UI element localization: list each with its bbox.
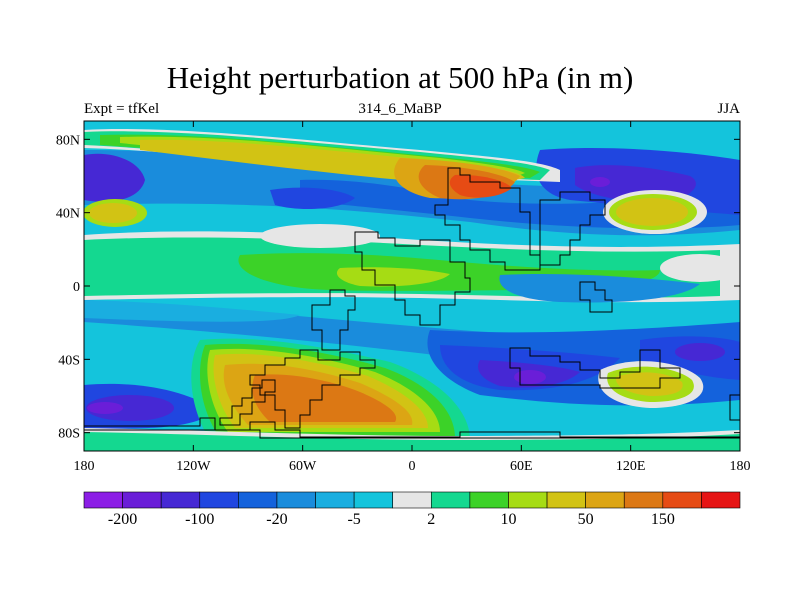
continent-outline xyxy=(434,167,541,271)
lon-tick-label: 120E xyxy=(616,459,646,474)
contour-region xyxy=(84,300,300,322)
colorbar-swatch xyxy=(315,491,355,509)
colorbar-label: 50 xyxy=(578,511,594,528)
lat-tick-label: 40N xyxy=(56,207,80,222)
colorbar-swatch xyxy=(508,491,548,509)
lon-tick-label: 60E xyxy=(510,459,533,474)
contour-region xyxy=(89,203,137,223)
contour-region xyxy=(260,224,380,248)
lat-tick-label: 40S xyxy=(58,353,80,368)
continent-outline xyxy=(509,347,681,389)
colorbar-swatch xyxy=(392,491,432,509)
colorbar-swatch xyxy=(199,491,239,509)
colorbar-label: -100 xyxy=(185,511,214,528)
colorbar-label: -5 xyxy=(347,511,360,528)
colorbar-swatch xyxy=(546,491,586,509)
colorbar-swatch xyxy=(122,491,162,509)
lon-tick-label: 0 xyxy=(409,459,416,474)
contour-region xyxy=(499,274,700,303)
lat-tick-label: 80N xyxy=(56,133,80,148)
contour-region xyxy=(270,187,355,210)
season-label: JJA xyxy=(717,101,740,117)
contour-region xyxy=(616,198,688,226)
lat-tick-label: 0 xyxy=(73,280,80,295)
colorbar-label: -20 xyxy=(266,511,287,528)
experiment-label: Expt = tfKel xyxy=(84,101,160,117)
latitude-axis: 80N 40N 0 40S 80S xyxy=(56,133,740,442)
contour-region xyxy=(87,402,123,414)
colorbar-swatch xyxy=(276,491,316,509)
lon-tick-label: 120W xyxy=(176,459,211,474)
longitude-axis: 180 120W 60W 0 60E 120E 180 xyxy=(74,121,751,474)
contour-region xyxy=(675,343,725,361)
colorbar-swatch xyxy=(83,491,123,509)
colorbar-swatch xyxy=(160,491,201,509)
continent-outline xyxy=(539,191,606,266)
contour-region xyxy=(590,177,610,187)
lat-tick-label: 80S xyxy=(58,427,80,442)
lon-tick-label: 60W xyxy=(289,459,317,474)
continent-outline xyxy=(84,417,740,438)
colorbar-swatch xyxy=(469,491,509,509)
contour-region xyxy=(336,267,450,287)
contour-region xyxy=(84,432,740,451)
colorbar-label: 150 xyxy=(651,511,675,528)
contour-region xyxy=(84,153,145,202)
page-title: Height perturbation at 500 hPa (in m) xyxy=(166,60,634,95)
contour-region xyxy=(449,174,512,198)
contour-region xyxy=(514,370,546,384)
continent-outline xyxy=(729,394,740,421)
colorbar-swatch xyxy=(662,491,702,509)
colorbar-swatch xyxy=(353,491,394,509)
lon-tick-label: 180 xyxy=(74,459,95,474)
contour-region xyxy=(86,395,174,421)
colorbar-swatch xyxy=(585,491,625,509)
continent-outline xyxy=(354,231,471,326)
colorbar: -200 -100 -20 -5 2 10 50 150 xyxy=(83,491,741,528)
colorbar-label: -200 xyxy=(108,511,137,528)
contour-region xyxy=(660,254,740,282)
case-label: 314_6_MaBP xyxy=(358,101,442,117)
continent-outline xyxy=(249,349,376,429)
contour-region xyxy=(252,374,397,422)
colorbar-swatch xyxy=(430,491,471,509)
contour-field xyxy=(84,121,740,451)
continent-outline xyxy=(219,379,276,426)
colorbar-swatch xyxy=(238,491,278,509)
colorbar-label: 2 xyxy=(427,511,435,528)
continent-outline xyxy=(84,429,740,439)
lon-tick-label: 180 xyxy=(730,459,751,474)
colorbar-swatch xyxy=(701,491,741,509)
colorbar-swatch xyxy=(623,491,664,509)
colorbar-label: 10 xyxy=(500,511,516,528)
continent-outline xyxy=(311,289,356,351)
continent-outline xyxy=(579,281,613,313)
